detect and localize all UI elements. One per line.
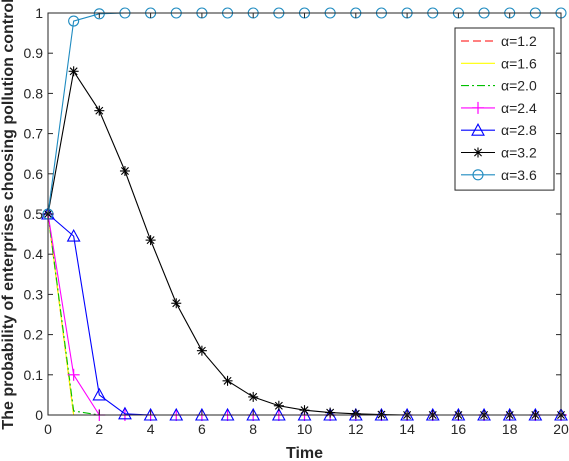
x-tick-label: 6 — [198, 421, 206, 437]
x-axis-label: Time — [286, 445, 323, 461]
y-tick-label: 0.1 — [24, 367, 44, 383]
legend-label-6: α=3.6 — [501, 167, 537, 183]
y-tick-label: 1 — [35, 5, 43, 21]
legend-marker-6 — [472, 169, 484, 181]
y-tick-label: 0.3 — [24, 286, 44, 302]
data-point-5-11 — [325, 407, 336, 418]
data-point-5-6 — [196, 345, 207, 356]
x-tick-label: 12 — [348, 421, 364, 437]
y-tick-label: 0.5 — [24, 206, 44, 222]
series-line-3 — [47, 213, 561, 416]
y-tick-label: 0.4 — [24, 246, 44, 262]
y-tick-label: 0.9 — [24, 45, 44, 61]
x-tick-label: 16 — [451, 421, 467, 437]
data-point-4-1 — [66, 228, 81, 242]
legend-label-4: α=2.8 — [501, 122, 537, 138]
data-point-6-2 — [93, 8, 105, 20]
legend-label-2: α=2.0 — [501, 78, 537, 94]
legend: α=1.2 α=1.6 α=2.0 α=2.4 α=2.8 α=3.2 α=3.6 — [454, 27, 555, 191]
series-line-2 — [47, 213, 561, 416]
y-tick-label: 0 — [35, 407, 43, 423]
series-line-0 — [47, 213, 561, 416]
data-point-5-5 — [171, 298, 182, 309]
data-point-5-8 — [248, 391, 259, 402]
y-tick-label: 0.8 — [24, 85, 44, 101]
x-tick-label: 4 — [147, 421, 155, 437]
data-point-5-2 — [94, 105, 105, 116]
legend-box — [454, 27, 555, 191]
data-point-3-1 — [67, 368, 80, 381]
legend-marker-4 — [471, 123, 485, 136]
legend-marker-5 — [473, 147, 483, 158]
x-tick-label: 0 — [44, 421, 52, 437]
x-tick-label: 8 — [249, 421, 257, 437]
data-point-4-3 — [118, 406, 132, 420]
x-tick-label: 2 — [95, 421, 103, 437]
data-point-5-1 — [68, 66, 79, 77]
legend-label-0: α=1.2 — [501, 33, 537, 49]
x-tick-label: 18 — [502, 421, 518, 437]
data-point-5-7 — [222, 375, 233, 386]
data-point-5-3 — [119, 165, 130, 176]
legend-label-5: α=3.2 — [501, 145, 537, 161]
legend-label-3: α=2.4 — [501, 100, 537, 116]
series-line-1 — [47, 213, 561, 416]
y-tick-label: 0.6 — [24, 166, 44, 182]
axes: 0 2 4 6 8 10 12 14 16 18 20 0 0.1 0.2 0.3 0.4 0.5 0.6 0.7 0… — [24, 5, 569, 437]
x-tick-label: 20 — [553, 421, 569, 437]
x-tick-label: 10 — [297, 421, 313, 437]
legend-label-1: α=1.6 — [501, 55, 537, 71]
y-axis-label: The probability of enterprises choosing … — [0, 0, 17, 430]
data-point-5-4 — [145, 235, 156, 246]
y-tick-label: 0.2 — [24, 327, 44, 343]
data-point-6-1 — [68, 15, 80, 27]
data-point-4-2 — [92, 387, 107, 401]
y-tick-label: 0.7 — [24, 126, 44, 142]
series-line-4 — [47, 213, 561, 416]
x-tick-label: 14 — [399, 421, 415, 437]
data-point-5-9 — [273, 400, 284, 411]
legend-marker-3 — [472, 101, 484, 114]
